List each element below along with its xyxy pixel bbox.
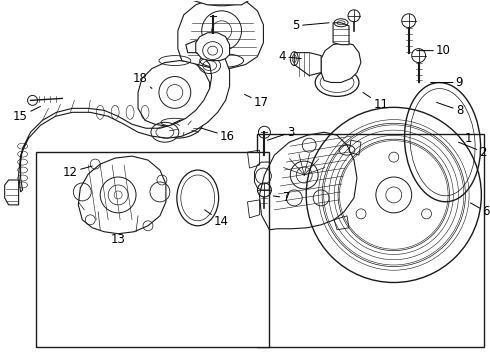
Bar <box>257 134 484 347</box>
Text: 13: 13 <box>111 233 125 246</box>
Text: 2: 2 <box>459 142 487 159</box>
Polygon shape <box>333 23 349 45</box>
Polygon shape <box>178 0 264 68</box>
Text: 9: 9 <box>431 76 463 89</box>
Text: 19: 19 <box>0 359 1 360</box>
Text: 18: 18 <box>133 72 152 89</box>
Polygon shape <box>138 60 210 126</box>
Text: 17: 17 <box>245 94 269 109</box>
Polygon shape <box>5 180 19 205</box>
Polygon shape <box>321 43 361 82</box>
Text: 8: 8 <box>437 102 463 117</box>
Polygon shape <box>196 33 230 60</box>
Ellipse shape <box>168 118 202 138</box>
Text: 16: 16 <box>202 128 235 143</box>
Text: 10: 10 <box>416 44 451 57</box>
Text: 14: 14 <box>205 210 229 228</box>
Polygon shape <box>78 156 166 234</box>
Polygon shape <box>185 0 253 5</box>
Polygon shape <box>294 53 321 76</box>
Text: 7: 7 <box>273 192 290 204</box>
Text: 11: 11 <box>363 93 389 111</box>
Text: 3: 3 <box>268 126 295 140</box>
Text: 5: 5 <box>293 19 329 32</box>
Bar <box>35 152 270 347</box>
Text: 6: 6 <box>470 203 490 219</box>
Text: 1: 1 <box>465 132 472 145</box>
Text: 15: 15 <box>13 106 41 123</box>
Polygon shape <box>19 41 230 192</box>
Text: 12: 12 <box>63 166 92 179</box>
Text: 4: 4 <box>279 50 301 63</box>
